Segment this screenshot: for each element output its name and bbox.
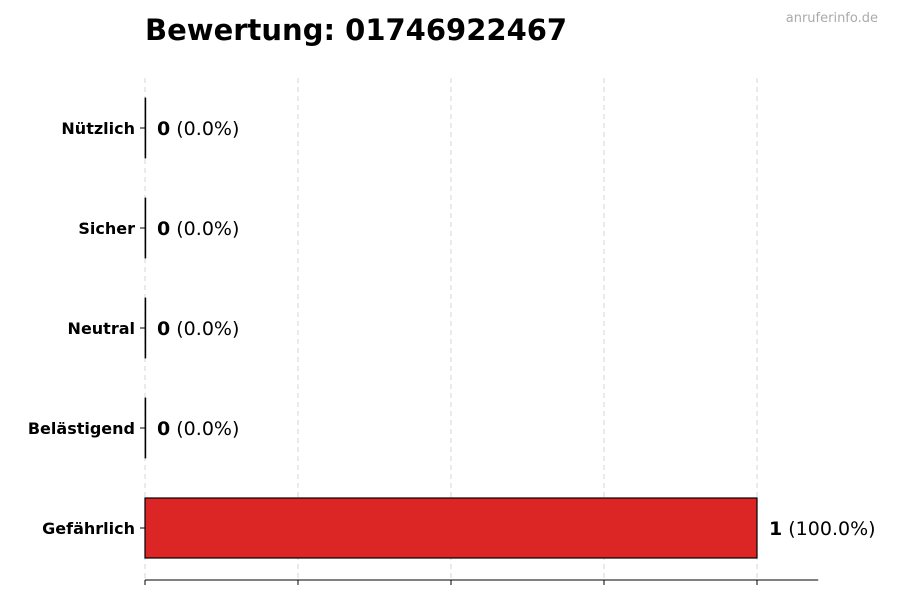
value-count: 0: [157, 418, 170, 440]
bar-4: [144, 497, 758, 559]
category-label: Neutral: [68, 319, 135, 338]
bar-0: [144, 97, 147, 159]
value-percent: (0.0%): [170, 318, 239, 340]
value-percent: (100.0%): [782, 518, 875, 540]
value-count: 1: [769, 518, 782, 540]
bar-2: [144, 297, 147, 359]
category-label: Belästigend: [28, 419, 135, 438]
chart-title: Bewertung: 01746922467: [145, 13, 567, 47]
category-label: Sicher: [78, 219, 135, 238]
value-percent: (0.0%): [170, 118, 239, 140]
value-label: 0 (0.0%): [157, 218, 239, 240]
watermark: anruferinfo.de: [786, 11, 878, 26]
value-label: 1 (100.0%): [769, 518, 876, 540]
value-percent: (0.0%): [170, 418, 239, 440]
bar-3: [144, 397, 147, 459]
value-count: 0: [157, 318, 170, 340]
value-percent: (0.0%): [170, 218, 239, 240]
category-label: Nützlich: [61, 119, 135, 138]
value-label: 0 (0.0%): [157, 418, 239, 440]
bar-1: [144, 197, 147, 259]
value-label: 0 (0.0%): [157, 318, 239, 340]
category-label: Gefährlich: [42, 519, 135, 538]
value-count: 0: [157, 218, 170, 240]
value-label: 0 (0.0%): [157, 118, 239, 140]
value-count: 0: [157, 118, 170, 140]
